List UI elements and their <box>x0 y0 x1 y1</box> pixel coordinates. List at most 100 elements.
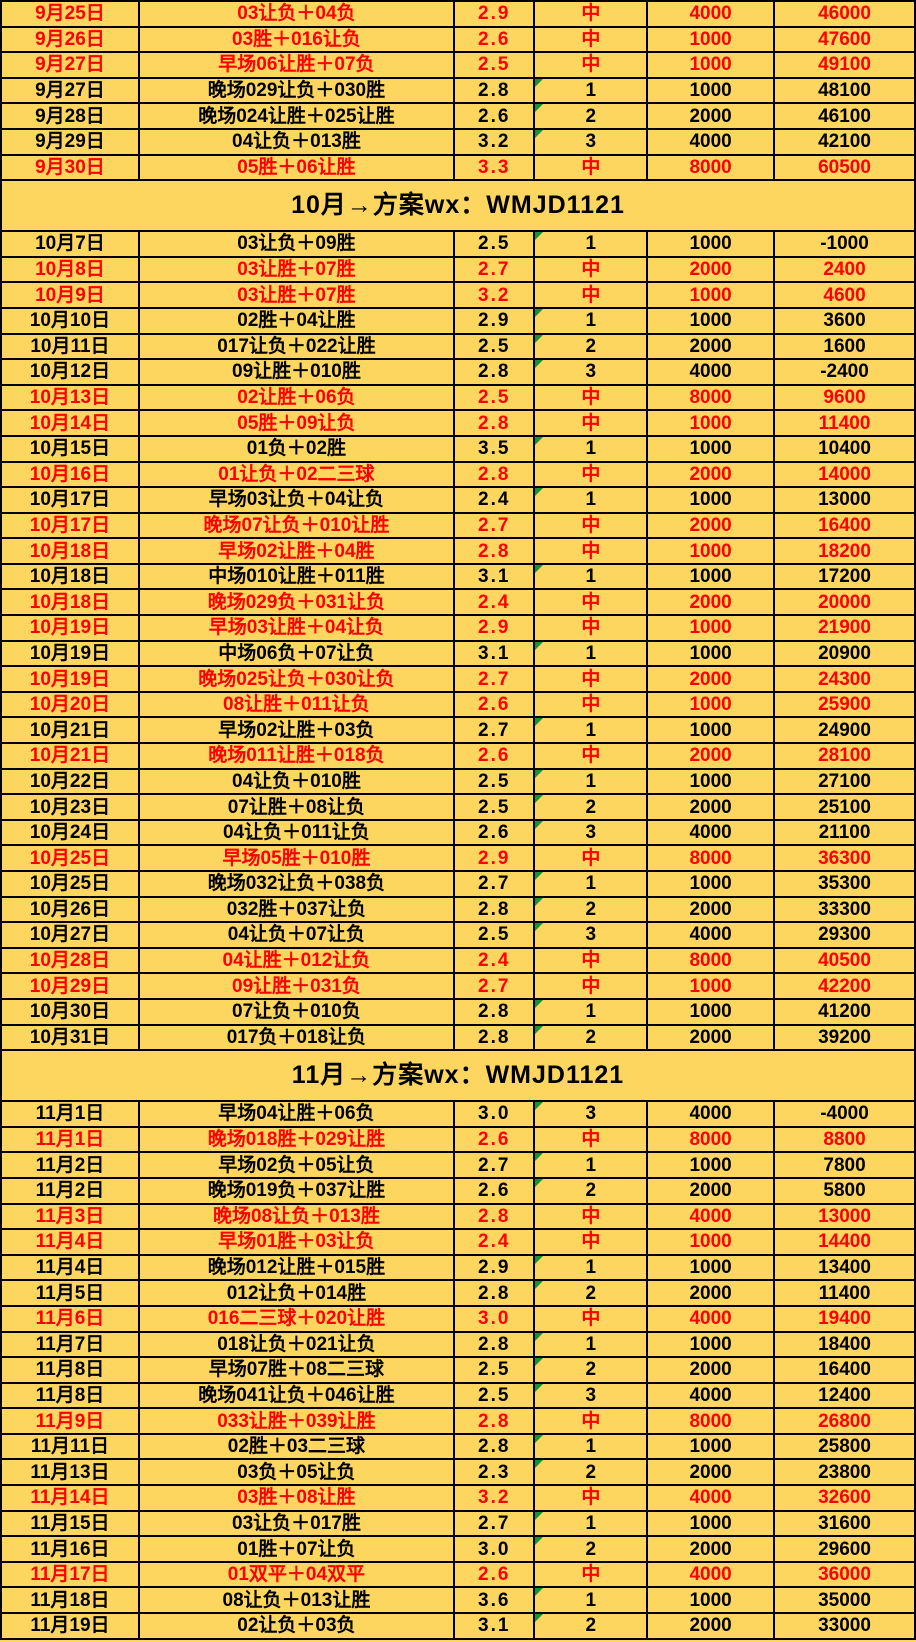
scheme-cell: 早场01胜＋03让负 <box>137 1228 455 1256</box>
odds-cell: 2.6 <box>452 818 536 847</box>
record-row: 10月26日 032胜＋037让负 2.8 2 2000 33300 <box>0 895 916 924</box>
running-total-cell: 2400 <box>773 255 916 284</box>
scheme-cell: 晚场029让负＋030胜 <box>137 76 455 105</box>
result-cell: 2 <box>533 1458 649 1487</box>
amount-cell: 8000 <box>646 844 776 872</box>
odds-cell: 2.9 <box>452 844 536 872</box>
odds-cell: 2.6 <box>452 102 536 130</box>
result-cell: 1 <box>533 997 649 1026</box>
odds-cell: 2.9 <box>452 1253 536 1282</box>
odds-cell: 2.8 <box>452 895 536 924</box>
cell-note-triangle-icon <box>536 1179 544 1187</box>
record-row: 10月10日 02胜＋04让胜 2.9 1 1000 3600 <box>0 306 916 335</box>
date-cell: 11月17日 <box>0 1560 140 1589</box>
odds-cell: 2.7 <box>452 665 536 693</box>
running-total-cell: 47600 <box>773 25 916 54</box>
record-row: 10月18日 早场02让胜＋04胜 2.8 中 1000 18200 <box>0 537 916 565</box>
cell-note-triangle-icon <box>536 719 544 727</box>
running-total-cell: 35000 <box>773 1586 916 1615</box>
amount-cell: 2000 <box>646 332 776 361</box>
record-row: 10月17日 早场03让负＋04让负 2.4 1 1000 13000 <box>0 486 916 514</box>
scheme-cell: 早场02让胜＋04胜 <box>137 537 455 565</box>
record-row: 11月13日 03负＋05让负 2.3 2 2000 23800 <box>0 1458 916 1487</box>
amount-cell: 4000 <box>646 1560 776 1589</box>
amount-cell: 1000 <box>646 1253 776 1282</box>
cell-note-triangle-icon <box>536 796 544 804</box>
record-row: 10月25日 晚场032让负＋038负 2.7 1 1000 35300 <box>0 870 916 898</box>
result-cell: 1 <box>533 306 649 335</box>
cell-note-triangle-icon <box>536 489 544 497</box>
odds-cell: 2.6 <box>452 1560 536 1589</box>
running-total-cell: 29600 <box>773 1535 916 1563</box>
scheme-cell: 03让负＋04负 <box>137 0 455 28</box>
record-row: 11月7日 018让负＋021让负 2.8 1 1000 18400 <box>0 1330 916 1359</box>
result-cell: 1 <box>533 1432 649 1461</box>
odds-cell: 3.6 <box>452 1586 536 1615</box>
running-total-cell: 10400 <box>773 434 916 463</box>
running-total-cell: 24900 <box>773 716 916 745</box>
running-total-cell: 23800 <box>773 1458 916 1487</box>
date-cell: 11月9日 <box>0 1407 140 1435</box>
date-cell: 11月13日 <box>0 1458 140 1487</box>
running-total-cell: 29300 <box>773 921 916 949</box>
date-cell: 11月8日 <box>0 1356 140 1384</box>
running-total-cell: 26800 <box>773 1407 916 1435</box>
scheme-cell: 03胜＋08让胜 <box>137 1484 455 1512</box>
result-cell: 3 <box>533 921 649 949</box>
odds-cell: 2.4 <box>452 588 536 617</box>
amount-cell: 1000 <box>646 76 776 105</box>
result-cell: 中 <box>533 742 649 770</box>
odds-cell: 2.7 <box>452 716 536 745</box>
amount-cell: 1000 <box>646 281 776 309</box>
cell-note-triangle-icon <box>536 872 544 880</box>
record-row: 11月4日 早场01胜＋03让负 2.4 中 1000 14400 <box>0 1228 916 1256</box>
result-cell: 1 <box>533 870 649 898</box>
running-total-cell: 46100 <box>773 102 916 130</box>
running-total-cell: 20000 <box>773 588 916 617</box>
result-cell: 1 <box>533 434 649 463</box>
date-cell: 9月26日 <box>0 25 140 54</box>
cell-note-triangle-icon <box>536 1435 544 1443</box>
cell-note-triangle-icon <box>536 1000 544 1008</box>
cell-note-triangle-icon <box>536 1512 544 1520</box>
scheme-cell: 02胜＋03二三球 <box>137 1432 455 1461</box>
record-row: 10月8日 03让胜＋07胜 2.7 中 2000 2400 <box>0 255 916 284</box>
odds-cell: 3.2 <box>452 281 536 309</box>
running-total-cell: 36300 <box>773 844 916 872</box>
result-cell: 中 <box>533 1202 649 1231</box>
running-total-cell: 32600 <box>773 1484 916 1512</box>
record-row: 10月24日 04让负＋011让负 2.6 3 4000 21100 <box>0 818 916 847</box>
amount-cell: 2000 <box>646 102 776 130</box>
amount-cell: 4000 <box>646 1484 776 1512</box>
month-header-label: 10月→方案wx：WMJD1121 <box>0 179 916 233</box>
odds-cell: 2.8 <box>452 1202 536 1231</box>
date-cell: 11月11日 <box>0 1432 140 1461</box>
running-total-cell: 14000 <box>773 460 916 489</box>
date-cell: 11月4日 <box>0 1228 140 1256</box>
result-cell: 中 <box>533 690 649 719</box>
cell-note-triangle-icon <box>536 233 544 241</box>
result-cell: 中 <box>533 844 649 872</box>
record-row: 9月27日 早场06让胜＋07负 2.5 中 1000 49100 <box>0 51 916 79</box>
odds-cell: 3.0 <box>452 1304 536 1333</box>
cell-note-triangle-icon <box>536 1282 544 1290</box>
running-total-cell: -4000 <box>773 1100 916 1128</box>
amount-cell: 2000 <box>646 742 776 770</box>
scheme-cell: 09让胜＋010胜 <box>137 358 455 386</box>
date-cell: 10月19日 <box>0 614 140 642</box>
date-cell: 11月4日 <box>0 1253 140 1282</box>
odds-cell: 2.8 <box>452 1023 536 1052</box>
scheme-cell: 05胜＋06让胜 <box>137 153 455 182</box>
record-row: 11月17日 01双平＋04双平 2.6 中 4000 36000 <box>0 1560 916 1589</box>
record-row: 11月6日 016二三球＋020让胜 3.0 中 4000 19400 <box>0 1304 916 1333</box>
odds-cell: 2.9 <box>452 614 536 642</box>
date-cell: 10月9日 <box>0 281 140 309</box>
record-row: 10月30日 07让负＋010负 2.8 1 1000 41200 <box>0 997 916 1026</box>
running-total-cell: -2400 <box>773 358 916 386</box>
scheme-cell: 晚场019负＋037让胜 <box>137 1176 455 1205</box>
result-cell: 中 <box>533 614 649 642</box>
amount-cell: 4000 <box>646 818 776 847</box>
result-cell: 中 <box>533 0 649 28</box>
odds-cell: 3.0 <box>452 1535 536 1563</box>
date-cell: 10月31日 <box>0 1023 140 1052</box>
